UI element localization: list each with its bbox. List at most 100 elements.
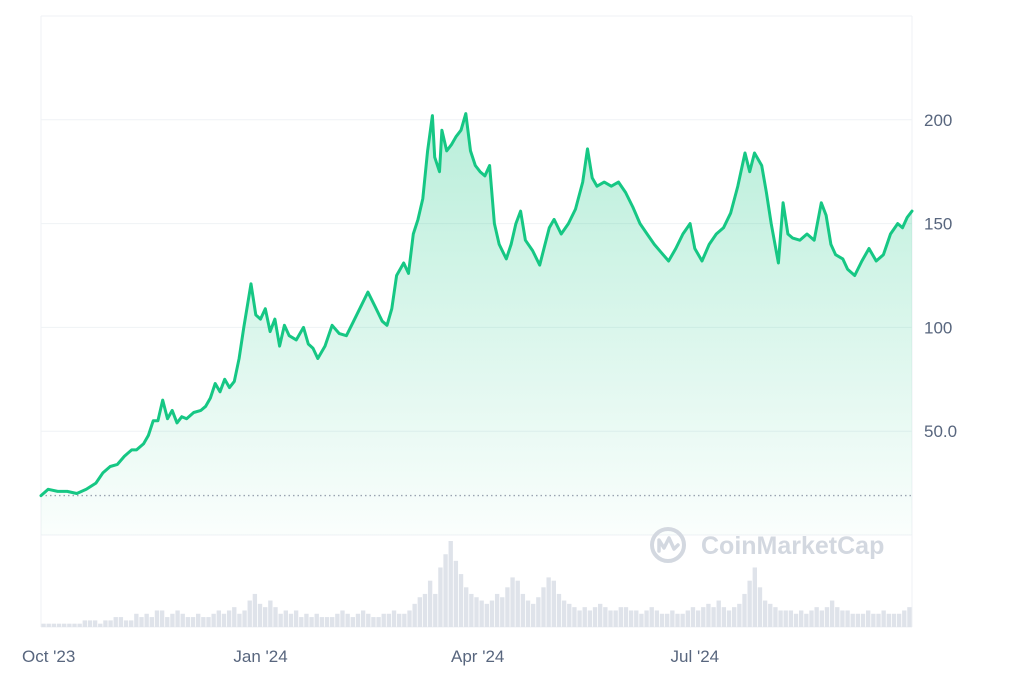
volume-bar [159,610,165,627]
volume-bar [139,617,144,627]
volume-bar [103,620,108,627]
volume-bar [366,613,371,627]
volume-bar [324,617,330,627]
volume-bars [41,541,912,627]
volume-bar [438,567,443,627]
volume-bar [314,613,319,627]
volume-bar [840,610,845,627]
volume-bar [242,610,247,627]
volume-bar [788,610,794,627]
volume-bar [541,587,546,627]
volume-bar [536,597,541,627]
volume-bar [469,593,474,627]
volume-bar [742,593,747,627]
volume-bar [288,613,294,627]
volume-bar [783,610,788,627]
volume-bar [665,613,670,627]
volume-bar [175,610,180,627]
volume-bar [350,617,355,627]
volume-bar [98,623,103,627]
volume-bar [871,613,876,627]
volume-bar [211,613,216,627]
volume-bar [149,617,154,627]
volume-bar [185,617,191,627]
volume-bar [819,610,824,627]
volume-bar [850,613,855,627]
volume-bar [587,610,593,627]
volume-bar [561,600,567,627]
volume-bar [340,610,345,627]
volume-bar [500,597,505,627]
volume-bar [165,617,170,627]
volume-bar [226,610,232,627]
volume-bar [232,607,237,627]
volume-bar [309,617,314,627]
price-area-fill [41,113,912,535]
volume-bar [464,587,469,627]
volume-bar [592,607,598,627]
volume-bar [675,613,680,627]
volume-bar [92,620,98,627]
volume-bar [628,610,634,627]
volume-bar [572,607,577,627]
volume-bar [494,593,500,627]
volume-bar [201,617,206,627]
volume-bar [330,617,335,627]
volume-bar [433,593,438,627]
volume-bar [845,610,850,627]
volume-bar [835,607,840,627]
volume-bar [412,603,417,627]
y-tick-label: 100 [924,318,952,337]
volume-bar [381,613,386,627]
volume-bar [417,597,422,627]
volume-bar [237,613,242,627]
volume-bar [799,610,804,627]
volume-bar [829,600,835,627]
volume-bar [268,600,273,627]
volume-bar [51,623,57,627]
volume-bar [376,617,381,627]
volume-bar [902,610,907,627]
volume-bar [531,603,536,627]
volume-bar [618,607,623,627]
volume-bar [335,613,340,627]
volume-bar [886,613,891,627]
volume-bar [180,613,185,627]
volume-bar [283,610,288,627]
volume-bar [567,603,572,627]
volume-bar [170,613,175,627]
volume-bar [46,623,51,627]
volume-bar [639,613,644,627]
volume-bar [809,610,814,627]
volume-bar [551,580,556,627]
volume-bar [659,613,665,627]
volume-bar [134,613,139,627]
volume-bar [706,603,711,627]
volume-bar [484,603,489,627]
volume-bar [608,610,613,627]
volume-bar [154,610,160,627]
watermark: CoinMarketCap [650,527,884,563]
volume-bar [855,613,861,627]
volume-bar [427,580,433,627]
volume-bar [752,567,757,627]
volume-bar [896,613,902,627]
volume-bar [520,593,526,627]
volume-bar [546,577,551,627]
volume-bar [206,617,211,627]
volume-bar [680,613,685,627]
volume-bar [603,607,608,627]
volume-bar [407,610,412,627]
volume-bar [701,607,706,627]
volume-bar [510,577,515,627]
volume-bar [685,610,690,627]
volume-bar [278,613,283,627]
price-line [39,112,914,498]
volume-bar [397,613,402,627]
volume-bar [443,554,448,627]
volume-bar [196,613,201,627]
volume-bar [319,617,325,627]
volume-bar [448,541,453,627]
volume-bar [866,610,871,627]
